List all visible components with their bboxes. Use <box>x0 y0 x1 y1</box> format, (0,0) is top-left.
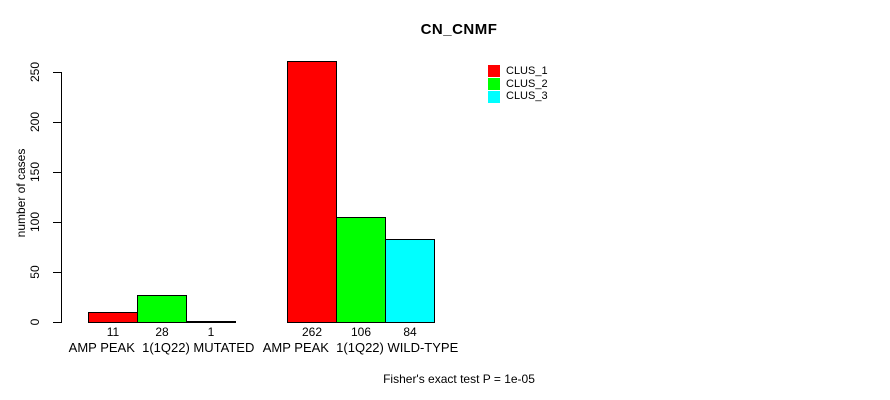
legend-label: CLUS_3 <box>506 90 548 103</box>
legend-swatch-clus-2 <box>488 78 500 91</box>
bar-value-label: 262 <box>301 325 323 339</box>
chart-title: CN_CNMF <box>420 21 498 38</box>
legend-swatch-clus-1 <box>488 65 500 78</box>
y-tick-label: 100 <box>28 211 42 233</box>
bar-clus-3-group1 <box>186 321 236 323</box>
legend-item: CLUS_3 <box>488 90 548 103</box>
y-tick <box>53 172 61 173</box>
y-tick-label: 50 <box>28 265 42 279</box>
y-tick-label: 150 <box>28 161 42 183</box>
legend-label: CLUS_1 <box>506 64 548 77</box>
y-tick-label: 250 <box>28 61 42 83</box>
legend-item: CLUS_1 <box>488 65 548 78</box>
legend: CLUS_1 CLUS_2 CLUS_3 <box>488 65 548 103</box>
bar-clus-3-group2 <box>385 239 435 323</box>
y-tick-label: 0 <box>28 318 42 326</box>
legend-swatch-clus-3 <box>488 90 500 103</box>
bar-value-label: 1 <box>207 325 215 339</box>
bar-clus-1-group2 <box>287 61 337 323</box>
bar-clus-2-group1 <box>137 295 187 323</box>
y-tick <box>53 122 61 123</box>
bar-clus-2-group2 <box>336 217 386 323</box>
legend-item: CLUS_2 <box>488 78 548 91</box>
y-tick <box>53 72 61 73</box>
stat-annotation: Fisher's exact test P = 1e-05 <box>383 372 535 386</box>
bar-value-label: 106 <box>350 325 372 339</box>
bar-value-label: 11 <box>106 325 120 339</box>
y-axis-line <box>61 72 62 323</box>
y-tick <box>53 272 61 273</box>
legend-label: CLUS_2 <box>506 77 548 90</box>
category-label-group2: AMP PEAK 1(1Q22) WILD-TYPE <box>262 340 459 355</box>
bar-value-label: 84 <box>403 325 417 339</box>
bar-clus-1-group1 <box>88 312 138 323</box>
category-label-group1: AMP PEAK 1(1Q22) MUTATED <box>68 340 255 355</box>
y-tick-label: 200 <box>28 111 42 133</box>
bar-value-label: 28 <box>155 325 169 339</box>
y-tick <box>53 322 61 323</box>
y-tick <box>53 222 61 223</box>
